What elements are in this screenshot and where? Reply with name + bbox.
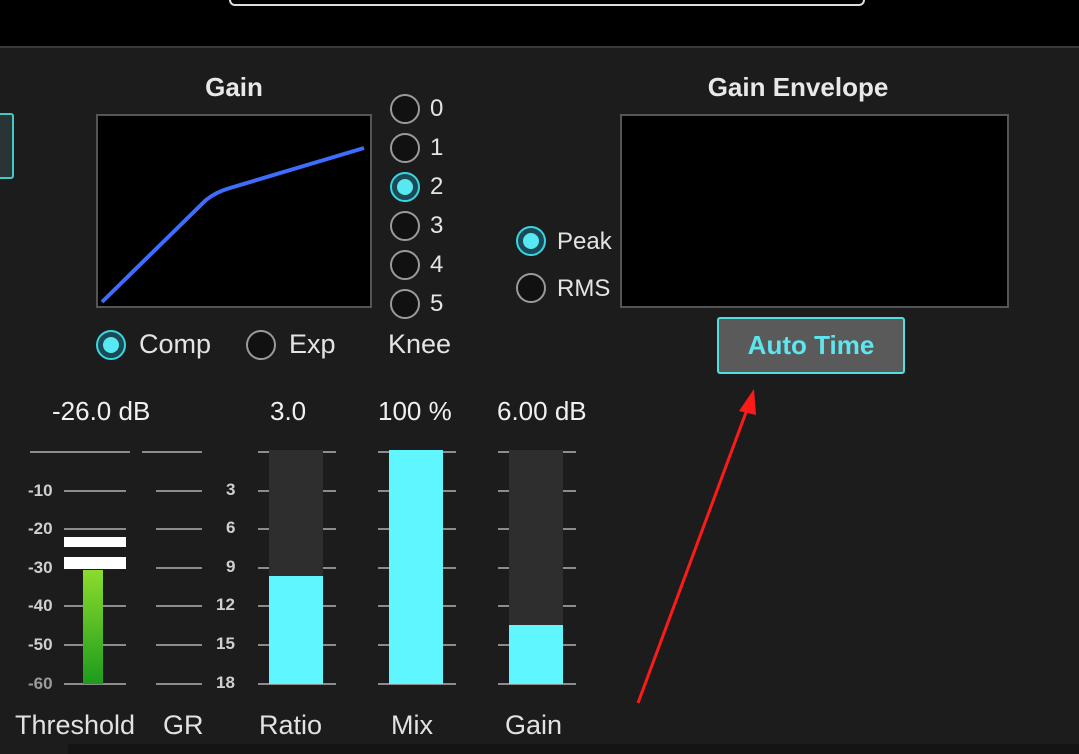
gain-label: Gain	[505, 710, 563, 740]
threshold-scale-20: -20	[28, 519, 53, 538]
exp-label: Exp	[289, 329, 336, 359]
gr-scale-9: 9	[226, 557, 236, 576]
gr-scale-3: 3	[226, 480, 236, 499]
knee-label: Knee	[388, 329, 452, 359]
gr-scale-12: 12	[216, 595, 235, 614]
threshold-label: Threshold	[15, 710, 136, 740]
ratio-fill	[269, 576, 323, 684]
threshold-handle[interactable]	[64, 557, 126, 569]
knee-label-3: 3	[430, 212, 444, 239]
bottom-strip	[68, 744, 1079, 754]
mix-fill	[389, 450, 443, 684]
knee-label-0: 0	[430, 95, 444, 122]
knee-label-2: 2	[430, 173, 444, 200]
threshold-readout: -26.0 dB	[52, 396, 151, 426]
exp-radio[interactable]	[246, 330, 276, 360]
threshold-scale-40: -40	[28, 596, 53, 615]
gr-scale-6: 6	[226, 518, 236, 537]
mix-readout: 100 %	[378, 396, 452, 426]
gain-graph-title: Gain	[205, 72, 263, 102]
rms-radio[interactable]	[516, 273, 546, 303]
annotation-arrow	[636, 389, 756, 704]
comp-label: Comp	[139, 329, 212, 359]
gain-envelope-display	[620, 114, 1009, 308]
comp-radio[interactable]	[96, 330, 126, 360]
peak-label: Peak	[557, 228, 612, 255]
gain-curve	[100, 146, 365, 304]
knee-radio-2[interactable]	[390, 172, 420, 202]
threshold-scale-30: -30	[28, 558, 53, 577]
gain-curve-graph	[96, 114, 372, 308]
knee-label-4: 4	[430, 251, 444, 278]
threshold-meter[interactable]: -10 -20 -30 -40 -50 -60	[0, 440, 140, 700]
gr-scale-18: 18	[216, 673, 235, 692]
ratio-label: Ratio	[259, 710, 323, 740]
left-panel-button[interactable]	[0, 113, 14, 179]
threshold-level-bar	[83, 570, 103, 684]
gr-meter: 3 6 9 12 15 18	[140, 440, 250, 700]
threshold-scale-60: -60	[28, 674, 53, 693]
mix-slider[interactable]	[378, 450, 456, 686]
gain-slider[interactable]	[498, 450, 576, 686]
threshold-handle-top[interactable]	[64, 537, 126, 547]
knee-label-5: 5	[430, 290, 444, 317]
gr-scale-15: 15	[216, 634, 235, 653]
knee-radio-0[interactable]	[390, 94, 420, 124]
threshold-scale-10: -10	[28, 481, 53, 500]
rms-label: RMS	[557, 275, 611, 302]
gr-label: GR	[163, 710, 204, 740]
gain-readout: 6.00 dB	[497, 396, 587, 426]
ratio-slider[interactable]	[258, 450, 336, 686]
mix-label: Mix	[391, 710, 433, 740]
knee-radio-1[interactable]	[390, 133, 420, 163]
knee-radio-5[interactable]	[390, 289, 420, 319]
auto-time-button[interactable]: Auto Time	[717, 317, 905, 374]
gain-envelope-title: Gain Envelope	[707, 72, 889, 102]
knee-radio-4[interactable]	[390, 250, 420, 280]
knee-label-1: 1	[430, 134, 444, 161]
knee-radio-3[interactable]	[390, 211, 420, 241]
top-text-field[interactable]	[229, 0, 865, 6]
threshold-scale-50: -50	[28, 635, 53, 654]
ratio-readout: 3.0	[270, 396, 307, 426]
gain-fill	[509, 625, 563, 684]
peak-radio[interactable]	[516, 226, 546, 256]
top-bar	[0, 0, 1079, 48]
